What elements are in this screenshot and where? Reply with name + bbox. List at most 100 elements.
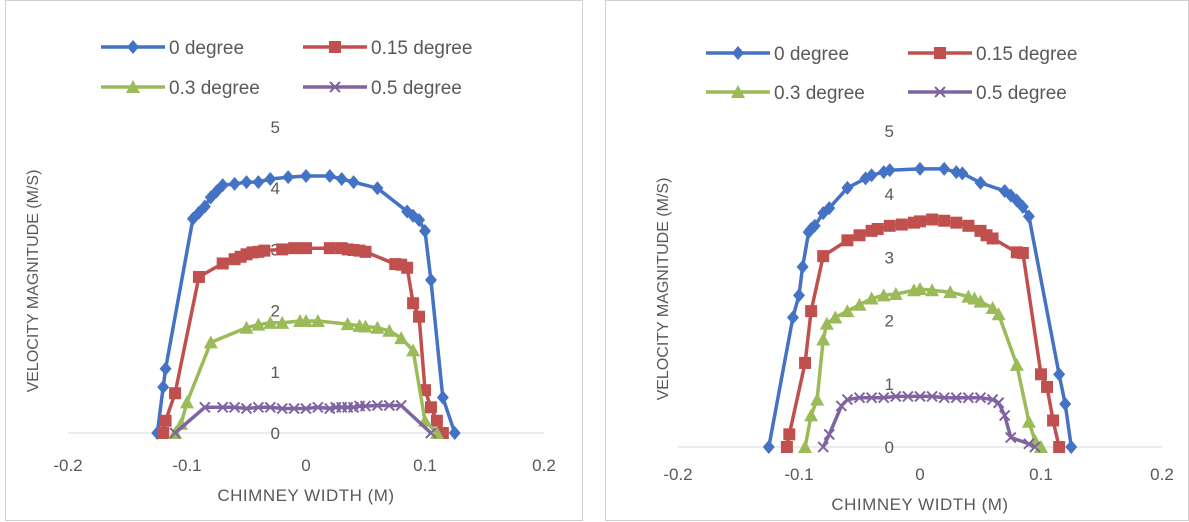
- data-point: [962, 391, 975, 404]
- legend-entry: 0.15 degree: [303, 38, 472, 59]
- data-point: [258, 244, 271, 257]
- data-point: [169, 387, 182, 400]
- x-tick-label: -0.1: [172, 456, 201, 475]
- data-point: [371, 399, 384, 412]
- x-tick-label: 0.1: [1029, 465, 1053, 484]
- data-point: [192, 270, 205, 283]
- legend-entry: 0.3 degree: [706, 83, 865, 104]
- legend-entry: 0.5 degree: [303, 78, 462, 99]
- data-point: [1047, 414, 1060, 427]
- series-1-right: [780, 213, 1066, 453]
- data-point: [157, 427, 170, 439]
- legend-marker: [934, 47, 946, 59]
- data-point: [252, 401, 265, 414]
- data-point: [1009, 357, 1024, 371]
- x-tick-label: -0.2: [53, 456, 82, 475]
- data-point: [798, 440, 813, 453]
- legend-label: 0.3 degree: [169, 78, 260, 99]
- legend-label: 0.3 degree: [774, 83, 865, 104]
- data-point: [1059, 397, 1072, 412]
- data-point: [962, 219, 975, 232]
- data-point: [1029, 441, 1041, 453]
- data-point: [216, 257, 229, 270]
- data-point: [808, 218, 821, 233]
- data-point: [817, 441, 829, 453]
- data-point: [796, 259, 809, 274]
- data-point: [1016, 246, 1029, 259]
- data-point: [913, 282, 927, 295]
- y-tick-label: 2: [885, 312, 894, 331]
- data-point: [383, 399, 396, 412]
- data-point: [382, 323, 397, 337]
- data-point: [938, 391, 950, 404]
- data-point: [817, 250, 830, 263]
- data-point: [799, 356, 812, 369]
- data-point: [938, 161, 951, 176]
- data-point: [914, 161, 926, 176]
- x-axis-title: CHIMNEY WIDTH (M): [217, 486, 394, 505]
- data-point: [828, 310, 843, 324]
- y-tick-label: 1: [271, 363, 280, 382]
- y-tick-label: 5: [271, 118, 280, 137]
- data-point: [199, 401, 211, 414]
- series-0-right: [762, 161, 1078, 454]
- data-point: [895, 218, 908, 231]
- x-tick-label: -0.1: [784, 465, 813, 484]
- data-point: [282, 170, 295, 185]
- data-point: [264, 401, 277, 414]
- data-point: [169, 427, 181, 439]
- y-tick-label: 4: [271, 179, 280, 198]
- data-point: [1035, 368, 1047, 381]
- data-point: [358, 319, 373, 333]
- y-axis-title: VELOCITY MAGNITUDE (M/S): [25, 170, 42, 393]
- data-point: [986, 232, 999, 245]
- data-point: [853, 391, 866, 404]
- data-point: [159, 361, 172, 376]
- data-point: [793, 288, 805, 303]
- chart-panel-left: -0.2 -0.1 0 0.1 0.2 0 1 2 3 4 5 CHIMNEY WIDTH (M) VE…: [5, 0, 583, 521]
- data-point: [810, 392, 825, 406]
- data-point: [276, 243, 289, 256]
- legend-marker: [329, 41, 341, 53]
- series-1-left: [157, 242, 449, 439]
- data-point: [816, 332, 831, 346]
- data-point: [1022, 209, 1035, 224]
- data-point: [762, 440, 775, 454]
- legend-label: 0.5 degree: [371, 78, 462, 99]
- data-point: [841, 180, 854, 195]
- data-point: [991, 307, 1006, 321]
- legend-marker: [127, 40, 139, 54]
- chart-panel-right: -0.2 -0.1 0 0.1 0.2 0 1 2 3 4 5 CHIMNEY WIDTH (M) VE…: [605, 0, 1189, 521]
- data-point: [823, 428, 835, 441]
- data-point: [883, 219, 896, 232]
- legend-marker: [329, 81, 341, 93]
- data-point: [198, 199, 211, 214]
- series-line: [173, 403, 433, 435]
- data-point: [986, 393, 999, 406]
- data-point: [424, 273, 437, 287]
- data-point: [216, 401, 229, 414]
- data-point: [890, 390, 902, 403]
- data-point: [876, 288, 891, 302]
- data-point: [853, 229, 866, 242]
- x-axis-title: CHIMNEY WIDTH (M): [831, 495, 1008, 514]
- x-tick-label: 0: [301, 456, 310, 475]
- data-point: [852, 297, 867, 311]
- data-point: [865, 168, 878, 183]
- data-point: [914, 215, 926, 228]
- legend-label: 0.15 degree: [976, 44, 1077, 65]
- data-point: [288, 402, 300, 415]
- data-point: [985, 300, 1000, 314]
- data-point: [300, 402, 312, 415]
- data-point: [335, 172, 348, 187]
- series-2-left: [168, 314, 444, 439]
- data-point: [240, 175, 253, 190]
- data-point: [312, 401, 324, 414]
- data-point: [938, 214, 951, 227]
- data-point: [228, 401, 241, 414]
- data-point: [370, 320, 385, 334]
- data-point: [359, 245, 372, 258]
- data-point: [430, 414, 443, 427]
- data-point: [783, 428, 796, 441]
